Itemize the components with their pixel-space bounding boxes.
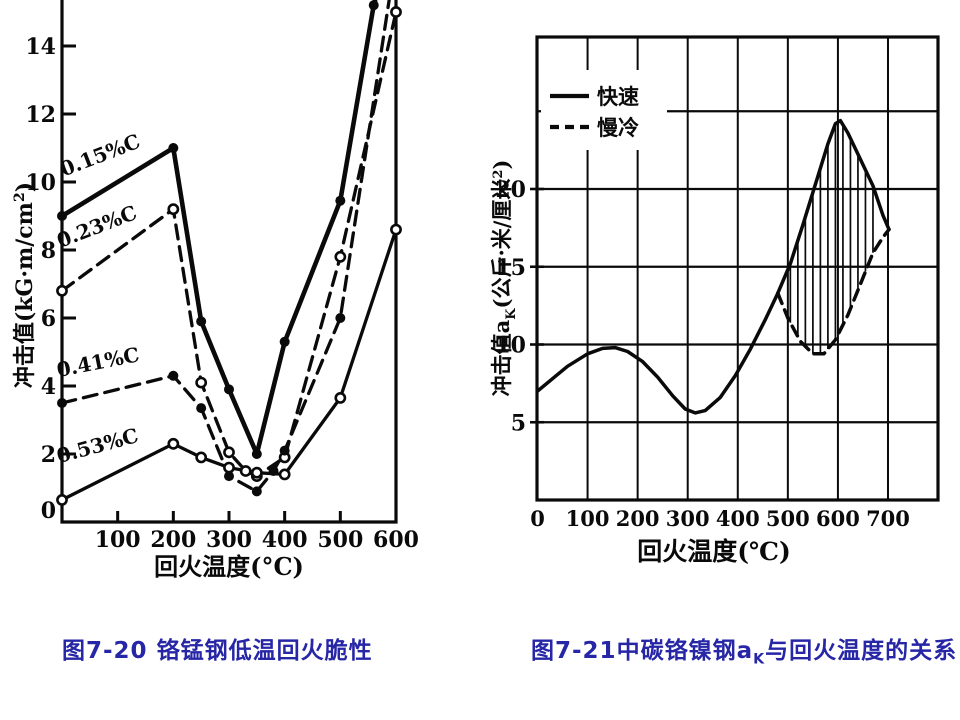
y-tick-label: 14 [25,34,56,60]
series-line-快速 [776,118,891,295]
plot-frame [535,35,940,502]
marker-open-0.23%C [239,465,252,477]
legend-label-快速: 快速 [597,84,639,109]
marker-open-0.23%C [195,376,208,389]
marker-filled-0.41%C [224,471,234,482]
y-tick-label: 10 [495,333,526,359]
y-axis-title: 冲击值(kG·m/cm2) [12,182,38,388]
curve-label-0.53%C: 0.53%C [54,423,141,468]
marker-filled-0.15%C [279,336,290,347]
marker-filled-0.15%C [251,449,262,459]
marker-filled-0.41%C [168,370,179,381]
y-tick-label: 12 [25,102,56,128]
x-tick-label: 300 [666,506,710,531]
marker-filled-0.15%C [368,0,379,11]
marker-open-0.53%C [334,391,347,404]
caption-subscript: K [753,651,766,668]
x-tick-label: 100 [95,527,141,553]
marker-filled-0.41%C [57,398,67,408]
marker-open-0.53%C [195,451,208,464]
y-axis-title: 冲击值aK(公斤·米/厘米2) [489,160,519,397]
y-tick-label: 20 [495,177,526,203]
series-line-0.23%C [60,10,398,478]
x-tick-label: 700 [866,506,910,531]
marker-filled-0.41%C [268,466,279,476]
caption-fig-number: 图7-21 [531,638,617,664]
marker-open-0.53%C [223,461,235,474]
x-tick-label: 500 [317,527,363,553]
x-axis-title: 回火温度(°C) [154,552,304,581]
x-axis-title: 回火温度(℃) [637,537,791,566]
series-line-0.41%C [60,0,391,494]
legend-box [541,70,667,150]
caption-fig-7-21: 图7-21中碳铬镍钢aK与回火温度的关系 [531,631,957,668]
marker-filled-0.41%C [196,403,207,414]
marker-open-0.53%C [250,466,263,479]
series-line-慢冷 [776,227,891,356]
marker-filled-0.15%C [57,211,67,221]
y-tick-label: 2 [41,442,56,468]
x-tick-label: 200 [150,527,196,553]
marker-open-0.53%C [278,468,291,481]
x-tick-label: 600 [373,527,419,553]
x-tick-label: 200 [616,506,660,531]
marker-filled-0.15%C [335,195,346,206]
y-tick-label: 15 [495,255,526,281]
caption-title-post: 与回火温度的关系 [765,638,958,664]
y-tick-label: 10 [25,170,56,196]
marker-open-0.23%C [390,6,402,18]
y-tick-label: 4 [41,374,56,400]
marker-filled-0.15%C [196,316,207,327]
x-tick-label: 500 [766,506,810,531]
marker-open-0.23%C [167,203,180,216]
marker-open-0.23%C [223,446,235,459]
marker-open-0.23%C [56,284,68,297]
legend-label-慢冷: 慢冷 [597,115,639,140]
series-line-base [535,291,780,415]
marker-filled-0.41%C [335,313,346,323]
marker-open-0.23%C [334,250,347,263]
marker-filled-0.15%C [168,143,179,153]
marker-open-0.53%C [167,437,180,450]
y-tick-label: 6 [41,306,56,332]
x-tick-label: 300 [206,527,252,553]
caption-fig-7-20: 图7-20 铬锰钢低温回火脆性 [62,631,373,665]
x-tick-label: 0 [530,506,545,531]
marker-filled-0.41%C [279,445,290,456]
caption-fig-number: 图7-20 [62,638,148,664]
y-tick-label: 0 [41,498,56,524]
caption-title-pre: 中碳铬镍钢a [616,638,754,664]
marker-filled-0.15%C [224,384,234,395]
marker-open-0.53%C [56,493,68,506]
x-tick-label: 100 [566,506,610,531]
marker-filled-0.41%C [251,486,262,497]
curve-label-0.41%C: 0.41%C [55,342,142,382]
marker-open-0.53%C [390,223,402,236]
caption-title: 铬锰钢低温回火脆性 [147,638,373,664]
x-tick-label: 400 [716,506,760,531]
x-tick-label: 600 [816,506,860,531]
y-tick-label: 8 [41,238,56,264]
x-tick-label: 400 [262,527,308,553]
y-tick-label: 5 [511,410,526,436]
